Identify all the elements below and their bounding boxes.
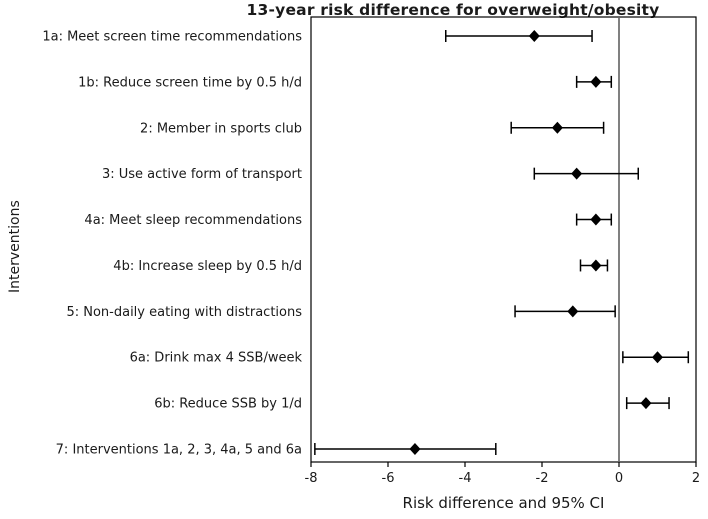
forest-row: 5: Non-daily eating with distractions (66, 305, 616, 320)
row-label: 4b: Increase sleep by 0.5 h/d (113, 259, 302, 274)
row-label: 2: Member in sports club (140, 121, 302, 136)
x-tick-label: -6 (382, 471, 395, 486)
x-tick-label: -8 (305, 471, 318, 486)
row-label: 7: Interventions 1a, 2, 3, 4a, 5 and 6a (56, 443, 302, 458)
estimate-diamond-marker (571, 167, 583, 180)
x-tick-label: 2 (692, 471, 700, 486)
row-label: 4a: Meet sleep recommendations (84, 213, 302, 228)
estimate-diamond-marker (640, 397, 652, 410)
forest-row: 6b: Reduce SSB by 1/d (154, 397, 670, 412)
forest-row: 6a: Drink max 4 SSB/week (130, 351, 690, 366)
forest-row: 2: Member in sports club (140, 121, 605, 136)
x-tick-label: -4 (459, 471, 472, 486)
forest-row: 4a: Meet sleep recommendations (84, 213, 613, 228)
estimate-diamond-marker (409, 443, 421, 455)
plot-frame (310, 16, 697, 463)
row-label: 1b: Reduce screen time by 0.5 h/d (78, 75, 302, 90)
x-tick-label: 0 (615, 471, 623, 486)
row-label: 5: Non-daily eating with distractions (66, 305, 302, 320)
forest-row: 1a: Meet screen time recommendations (42, 30, 593, 45)
estimate-diamond-marker (652, 351, 663, 364)
forest-row: 1b: Reduce screen time by 0.5 h/d (78, 75, 613, 90)
forest-row: 3: Use active form of transport (102, 167, 639, 182)
estimate-diamond-marker (528, 30, 540, 42)
estimate-diamond-marker (567, 305, 579, 318)
estimate-diamond-marker (590, 213, 602, 226)
chart-title: 13-year risk difference for overweight/o… (246, 1, 660, 19)
x-axis-label: Risk difference and 95% CI (402, 494, 605, 512)
estimate-diamond-marker (590, 75, 602, 88)
row-label: 1a: Meet screen time recommendations (42, 30, 302, 45)
x-tick-label: -2 (536, 471, 549, 486)
row-label: 6b: Reduce SSB by 1/d (154, 397, 302, 412)
forest-row: 4b: Increase sleep by 0.5 h/d (113, 259, 609, 274)
estimate-diamond-marker (590, 259, 602, 272)
estimate-diamond-marker (551, 121, 563, 134)
row-label: 3: Use active form of transport (102, 167, 302, 182)
forest-row: 7: Interventions 1a, 2, 3, 4a, 5 and 6a (56, 443, 497, 458)
row-label: 6a: Drink max 4 SSB/week (130, 351, 303, 366)
